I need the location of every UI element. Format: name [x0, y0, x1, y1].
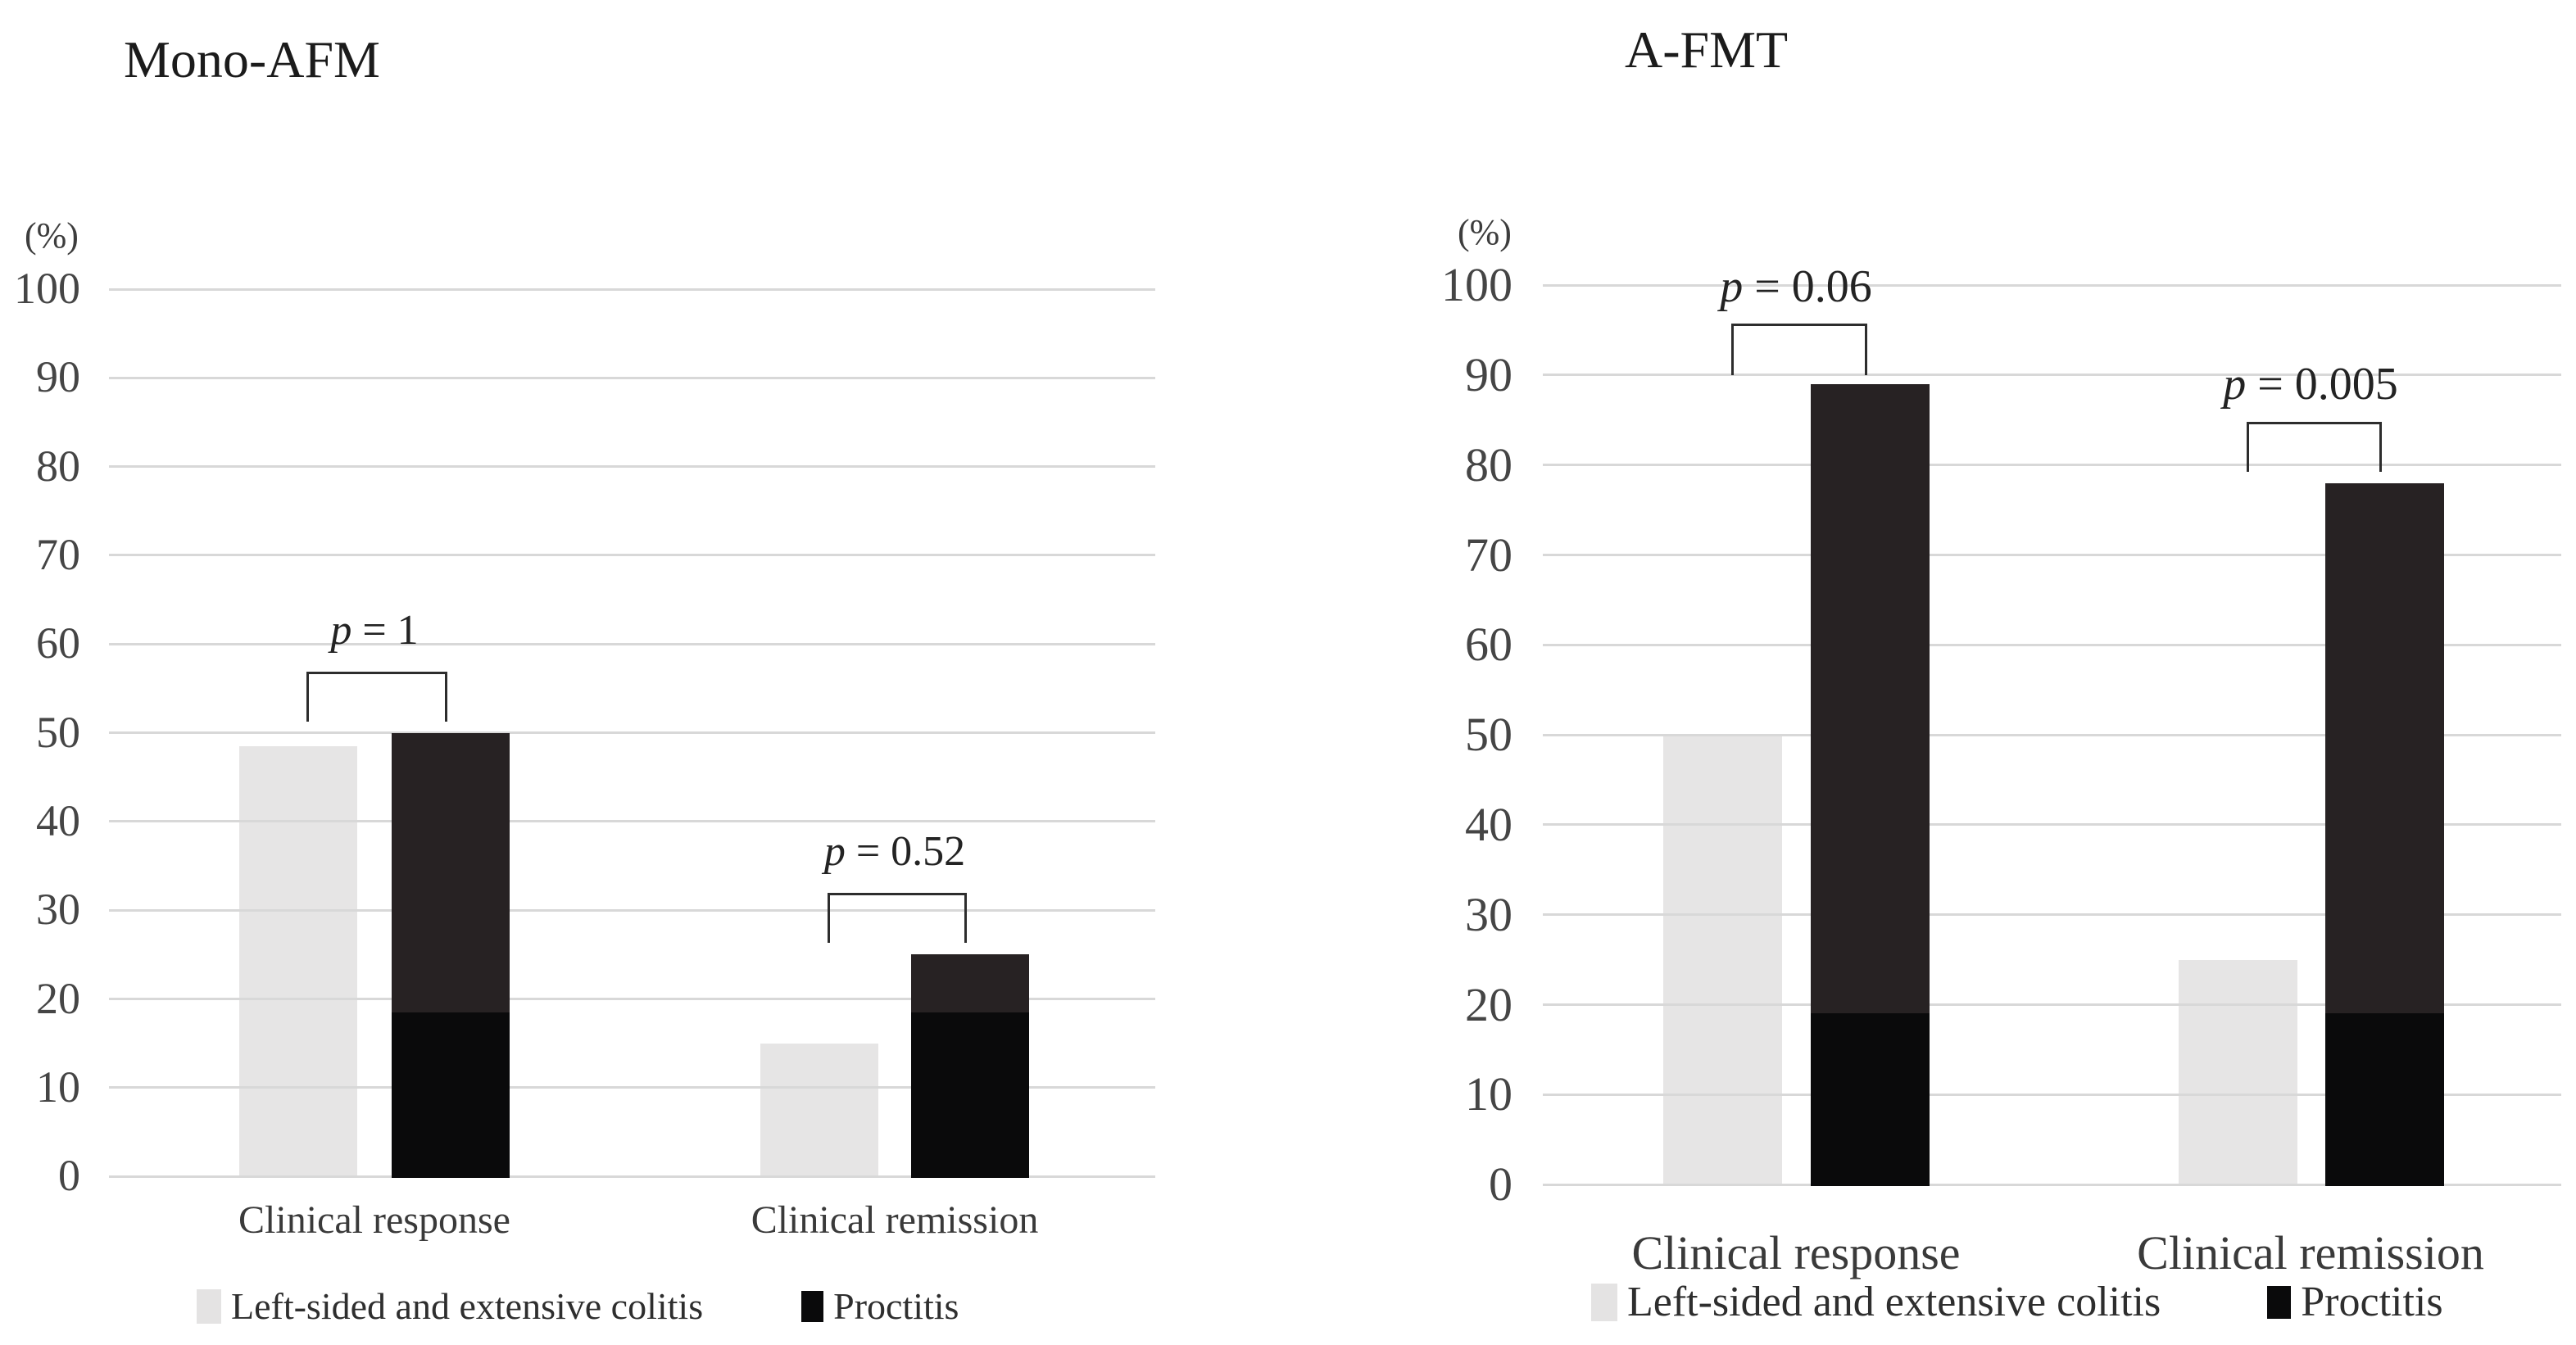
- gridline: [1543, 283, 2561, 287]
- bar-proctitis: [911, 954, 1029, 1012]
- y-tick-label: 50: [36, 707, 80, 757]
- legend-item-left-sided-colitis: Left-sided and extensive colitis: [197, 1284, 703, 1328]
- gridline: [109, 908, 1155, 912]
- gridline: [1543, 374, 2561, 377]
- gridline: [1543, 733, 2561, 736]
- gridline: [1543, 1183, 2561, 1186]
- legend-item-proctitis: Proctitis: [2267, 1278, 2443, 1326]
- y-tick-label: 30: [36, 885, 80, 935]
- gridline: [1543, 464, 2561, 467]
- y-tick-label: 10: [36, 1062, 80, 1112]
- y-axis-unit-label: (%): [25, 215, 79, 256]
- y-tick-label: 60: [1465, 618, 1512, 672]
- y-tick-label: 0: [58, 1151, 80, 1201]
- legend: Left-sided and extensive colitis Proctiti…: [1591, 1278, 2443, 1326]
- y-tick-label: 70: [36, 530, 80, 580]
- significance-bracket: [2246, 422, 2382, 472]
- p-value-label: p = 0.52: [823, 828, 966, 875]
- category-label: Clinical response: [1631, 1226, 1961, 1279]
- gridline: [1543, 553, 2561, 556]
- y-axis-unit-label: (%): [1458, 212, 1512, 252]
- legend-swatch-left-sided-colitis: [197, 1288, 221, 1324]
- gridline: [1543, 1003, 2561, 1006]
- bar-left-sided-colitis: [760, 1043, 878, 1178]
- legend-item-left-sided-colitis: Left-sided and extensive colitis: [1591, 1278, 2161, 1326]
- y-tick-label: 40: [1465, 798, 1512, 852]
- bar-proctitis: [1811, 383, 1930, 1014]
- y-tick-label: 30: [1465, 887, 1512, 941]
- bar-proctitis-black-segment: [392, 1012, 510, 1178]
- bar-proctitis-black-segment: [1811, 1013, 1930, 1186]
- gridline: [109, 376, 1155, 379]
- y-tick-label: 70: [1465, 528, 1512, 582]
- bar-left-sided-colitis: [1663, 735, 1782, 1186]
- bar-proctitis-black-segment: [911, 1012, 1029, 1178]
- legend-swatch-proctitis: [2267, 1285, 2292, 1319]
- y-tick-label: 100: [14, 264, 80, 314]
- legend-swatch-proctitis: [801, 1290, 824, 1322]
- significance-bracket: [828, 893, 967, 943]
- y-tick-label: 90: [36, 352, 80, 402]
- bar-left-sided-colitis: [2179, 959, 2297, 1186]
- y-tick-label: 50: [1465, 708, 1512, 762]
- category-label: Clinical response: [238, 1198, 510, 1242]
- gridline: [1543, 643, 2561, 646]
- gridline: [1543, 1093, 2561, 1096]
- chart-title: A-FMT: [1625, 20, 1789, 79]
- y-tick-label: 10: [1465, 1067, 1512, 1121]
- legend: Left-sided and extensive colitis Proctiti…: [197, 1284, 959, 1328]
- y-tick-label: 60: [36, 618, 80, 668]
- gridline: [109, 288, 1155, 291]
- y-tick-label: 20: [1465, 977, 1512, 1031]
- legend-item-proctitis: Proctitis: [801, 1284, 959, 1328]
- legend-label: Proctitis: [833, 1285, 959, 1327]
- gridline: [109, 465, 1155, 469]
- p-value-label: p = 0.005: [2223, 359, 2398, 410]
- y-tick-label: 80: [36, 441, 80, 491]
- bar-proctitis: [392, 732, 510, 1012]
- significance-bracket: [306, 672, 447, 722]
- bar-proctitis-black-segment: [2325, 1013, 2444, 1186]
- p-value-label: p = 1: [330, 607, 419, 654]
- gridline: [109, 1086, 1155, 1089]
- legend-label: Left-sided and extensive colitis: [231, 1285, 704, 1327]
- gridline: [109, 1175, 1155, 1178]
- y-tick-label: 80: [1465, 437, 1512, 491]
- y-tick-label: 40: [36, 795, 80, 845]
- y-tick-label: 0: [1489, 1157, 1512, 1211]
- y-tick-label: 100: [1441, 258, 1512, 312]
- gridline: [109, 731, 1155, 734]
- p-value-label: p = 0.06: [1720, 261, 1872, 312]
- legend-swatch-left-sided-colitis: [1591, 1283, 1617, 1321]
- bar-left-sided-colitis: [239, 745, 357, 1178]
- gridline: [1543, 913, 2561, 917]
- chart-title: Mono-AFM: [124, 30, 380, 88]
- gridline: [109, 820, 1155, 823]
- gridline: [109, 997, 1155, 1000]
- y-tick-label: 20: [36, 973, 80, 1023]
- category-label: Clinical remission: [751, 1198, 1039, 1242]
- gridline: [1543, 823, 2561, 826]
- significance-bracket: [1730, 324, 1867, 375]
- gridline: [109, 554, 1155, 557]
- y-tick-label: 90: [1465, 348, 1512, 402]
- legend-label: Proctitis: [2301, 1279, 2443, 1325]
- gridline: [109, 642, 1155, 645]
- bar-proctitis: [2325, 482, 2444, 1014]
- category-label: Clinical remission: [2137, 1226, 2484, 1279]
- legend-label: Left-sided and extensive colitis: [1627, 1279, 2161, 1325]
